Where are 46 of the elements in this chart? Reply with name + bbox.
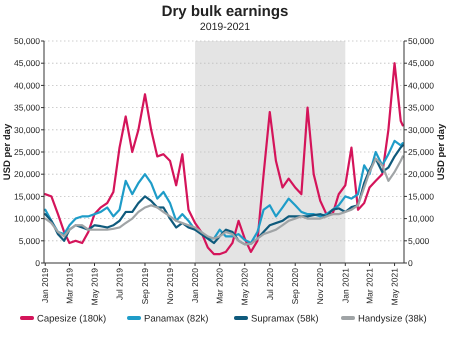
chart-title: Dry bulk earnings (162, 3, 288, 20)
x-tick-label: Jan 2021 (340, 268, 350, 303)
chart-subtitle: 2019-2021 (200, 21, 250, 33)
y2-tick-label: 20,000 (408, 169, 434, 180)
x-tick-label: Jul 2020 (264, 268, 275, 300)
y-tick-label: 50,000 (14, 36, 40, 46)
y2-tick-label: 15,000 (408, 191, 434, 202)
y-tick-label: 10,000 (14, 214, 40, 224)
x-tick-label: May 2019 (89, 268, 100, 306)
y2-tick-label: 30,000 (408, 124, 434, 135)
x-tick-label: Mar 2021 (364, 268, 374, 304)
x-tick-label: May 2021 (390, 268, 400, 306)
legend-label: Panamax (82k) (144, 313, 208, 324)
y-tick-label: 25,000 (14, 146, 40, 157)
y2-tick-label: 35,000 (408, 102, 434, 113)
x-tick-label: May 2020 (240, 268, 250, 306)
y2-tick-label: 10,000 (408, 214, 434, 224)
x-tick-label: Nov 2020 (315, 268, 326, 304)
x-tick-label: Jul 2019 (114, 268, 125, 300)
y2-tick-label: 45,000 (408, 58, 434, 68)
legend-label: Handysize (38k) (358, 313, 427, 324)
y2-tick-label: 25,000 (408, 146, 434, 157)
y-tick-label: 20,000 (14, 169, 40, 180)
y2-tick-label: 50,000 (408, 36, 434, 46)
x-tick-label: Jan 2020 (190, 268, 200, 303)
y2-tick-label: 40,000 (408, 80, 434, 90)
x-tick-label: Sep 2019 (140, 268, 150, 304)
y-tick-label: 35,000 (14, 102, 40, 113)
y-tick-label: 45,000 (14, 58, 40, 68)
x-tick-label: Mar 2020 (214, 268, 225, 304)
y2-tick-label: 5,000 (408, 236, 430, 246)
legend-label: Capesize (180k) (37, 313, 106, 324)
line-series (44, 62, 404, 256)
x-tick-label: Nov 2019 (164, 268, 175, 304)
x-tick-label: Sep 2020 (290, 268, 300, 304)
y-tick-label: 0 (35, 258, 40, 268)
x-tick-label: Jan 2019 (40, 268, 50, 303)
y-axis-title: USD per day (2, 123, 13, 180)
legend-label: Supramax (58k) (251, 313, 319, 324)
y-tick-label: 5,000 (18, 236, 40, 246)
x-tick-label: Mar 2019 (64, 268, 74, 304)
y2-tick-label: 0 (408, 258, 413, 268)
y-tick-label: 30,000 (14, 124, 40, 135)
y-tick-label: 40,000 (14, 80, 40, 90)
y-tick-label: 15,000 (14, 191, 40, 202)
y2-axis-title: USD per day (436, 123, 447, 180)
